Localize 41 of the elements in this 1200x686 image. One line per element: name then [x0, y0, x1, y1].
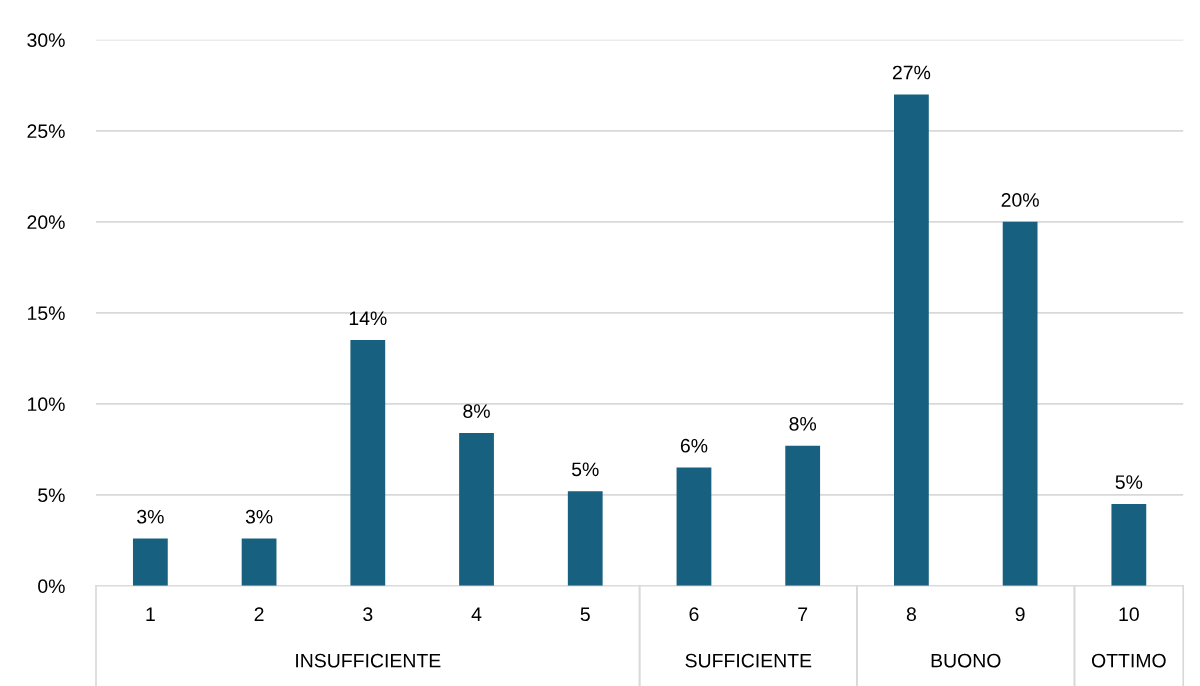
bar	[1111, 503, 1147, 586]
text: OTTIMO	[1091, 653, 1166, 668]
x-tick-label: 1	[146, 607, 155, 621]
bar	[132, 538, 168, 586]
text: BUONO	[931, 653, 1001, 668]
y-tick-label: 25%	[27, 124, 65, 139]
bar	[894, 94, 929, 586]
bar	[241, 538, 277, 586]
text: INSUFFICIENTE	[296, 653, 441, 668]
y-tick-label: 5%	[38, 488, 65, 503]
x-tick-label: 9	[1015, 607, 1025, 622]
data-label: 3%	[137, 509, 164, 524]
y-tick-label: 20%	[27, 215, 65, 230]
data-label: 5%	[571, 462, 599, 477]
x-tick-label: 4	[471, 607, 482, 621]
y-tick-label: 15%	[28, 306, 65, 321]
data-label: 20%	[1001, 193, 1039, 207]
bar	[350, 340, 386, 586]
bar	[785, 445, 821, 586]
data-label: 6%	[680, 438, 708, 453]
text: SUFFICIENTE	[685, 653, 812, 668]
y-tick-label: 10%	[28, 397, 65, 412]
x-tick-label: 10	[1119, 607, 1139, 622]
data-label: 27%	[892, 65, 931, 80]
y-tick-label: 0%	[38, 579, 65, 594]
data-label: 8%	[463, 404, 490, 418]
data-label: 3%	[245, 509, 273, 524]
x-tick-label: 2	[254, 607, 264, 621]
bar	[567, 491, 603, 586]
x-tick-label: 7	[798, 607, 808, 621]
bar	[1002, 221, 1038, 586]
data-label: 5%	[1115, 475, 1143, 489]
x-tick-label: 5	[580, 607, 590, 622]
data-label: 8%	[789, 416, 817, 431]
bar	[676, 467, 712, 586]
x-tick-label: 3	[363, 607, 373, 622]
y-tick-label: 30%	[27, 33, 65, 48]
x-tick-label: 6	[689, 607, 699, 622]
bar	[459, 432, 494, 586]
data-label: 14%	[349, 311, 387, 326]
x-tick-label: 8	[906, 607, 916, 622]
